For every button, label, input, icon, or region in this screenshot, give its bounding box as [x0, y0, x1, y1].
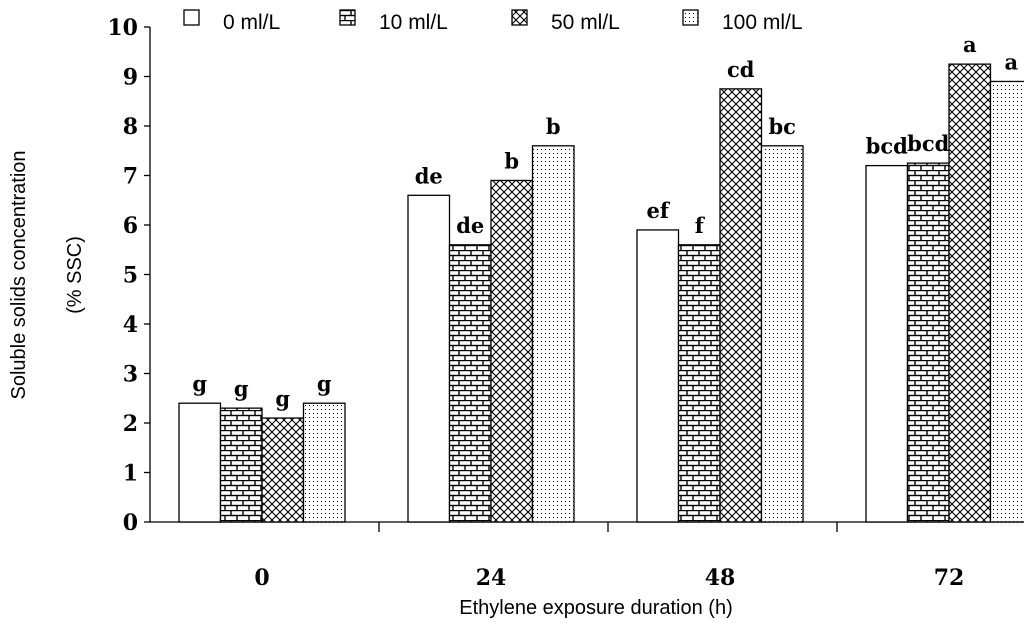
y-tick-label: 10 [107, 15, 138, 41]
bar [261, 417, 305, 523]
bar [865, 164, 909, 523]
y-axis-title-2: (% SSC) [64, 236, 86, 314]
bar [760, 145, 804, 523]
y-axis-title: Soluble solids concentration [8, 150, 30, 399]
bar-significance-label: cd [727, 57, 755, 82]
legend-label: 100 ml/L [722, 11, 803, 34]
bar [407, 194, 451, 523]
x-tick-label: 48 [705, 565, 736, 591]
bar-significance-label: g [234, 376, 249, 401]
bar [719, 88, 763, 523]
y-tick-label: 7 [123, 164, 138, 190]
bar-significance-label: b [546, 114, 561, 139]
legend-label: 10 ml/L [379, 11, 448, 34]
bar-significance-label: a [1004, 49, 1018, 74]
bars [178, 63, 1024, 523]
bar-significance-label: g [192, 371, 207, 396]
x-tick-label: 72 [934, 565, 965, 591]
y-tick-label: 1 [123, 461, 138, 487]
bar [448, 244, 492, 523]
x-ticks: 0 24 48 72 [254, 522, 965, 591]
bar-significance-label: f [695, 213, 706, 238]
bar-significance-label: ef [647, 198, 671, 223]
bar [636, 229, 680, 523]
bar [302, 402, 346, 523]
legend-label: 0 ml/L [223, 11, 280, 34]
legend-swatch [183, 9, 200, 26]
bar-significance-label: bc [769, 114, 796, 139]
bar-significance-label: bcd [907, 131, 949, 156]
legend-swatch [339, 9, 356, 26]
legend-swatch [511, 9, 528, 26]
y-axis-title-line-1: Soluble solids concentration [8, 150, 30, 399]
bar-significance-label: de [456, 213, 484, 238]
bar-significance-label: g [317, 371, 332, 396]
x-tick-label: 24 [476, 565, 507, 591]
y-tick-label: 6 [123, 213, 138, 239]
bar [948, 63, 992, 523]
bar [178, 402, 222, 523]
y-axis-title-line-2: (% SSC) [64, 236, 86, 314]
bar-significance-label: g [275, 386, 290, 411]
legend: 0 ml/L 10 ml/L 50 ml/L 100 ml/L [183, 9, 803, 34]
y-ticks: 0 1 2 3 4 5 6 7 8 9 10 [107, 15, 150, 536]
bar-significance-label: bcd [866, 134, 908, 159]
bar-significance-label: de [415, 163, 443, 188]
bar [490, 179, 534, 523]
bar-significance-label: b [504, 148, 519, 173]
bar [219, 407, 263, 523]
legend-swatch [682, 9, 699, 26]
y-tick-label: 5 [123, 263, 138, 289]
y-tick-label: 3 [123, 362, 138, 388]
y-tick-label: 0 [123, 510, 138, 536]
bar [989, 80, 1024, 523]
y-tick-label: 4 [123, 312, 138, 338]
y-tick-label: 2 [123, 411, 138, 437]
x-tick-label: 0 [254, 565, 269, 591]
x-axis-title: Ethylene exposure duration (h) [459, 597, 733, 619]
legend-label: 50 ml/L [551, 11, 620, 34]
bar-significance-label: a [963, 32, 977, 57]
y-tick-label: 8 [123, 114, 138, 140]
y-tick-label: 9 [123, 65, 138, 91]
bar [677, 244, 721, 523]
bar [906, 162, 950, 523]
bar [531, 145, 575, 523]
